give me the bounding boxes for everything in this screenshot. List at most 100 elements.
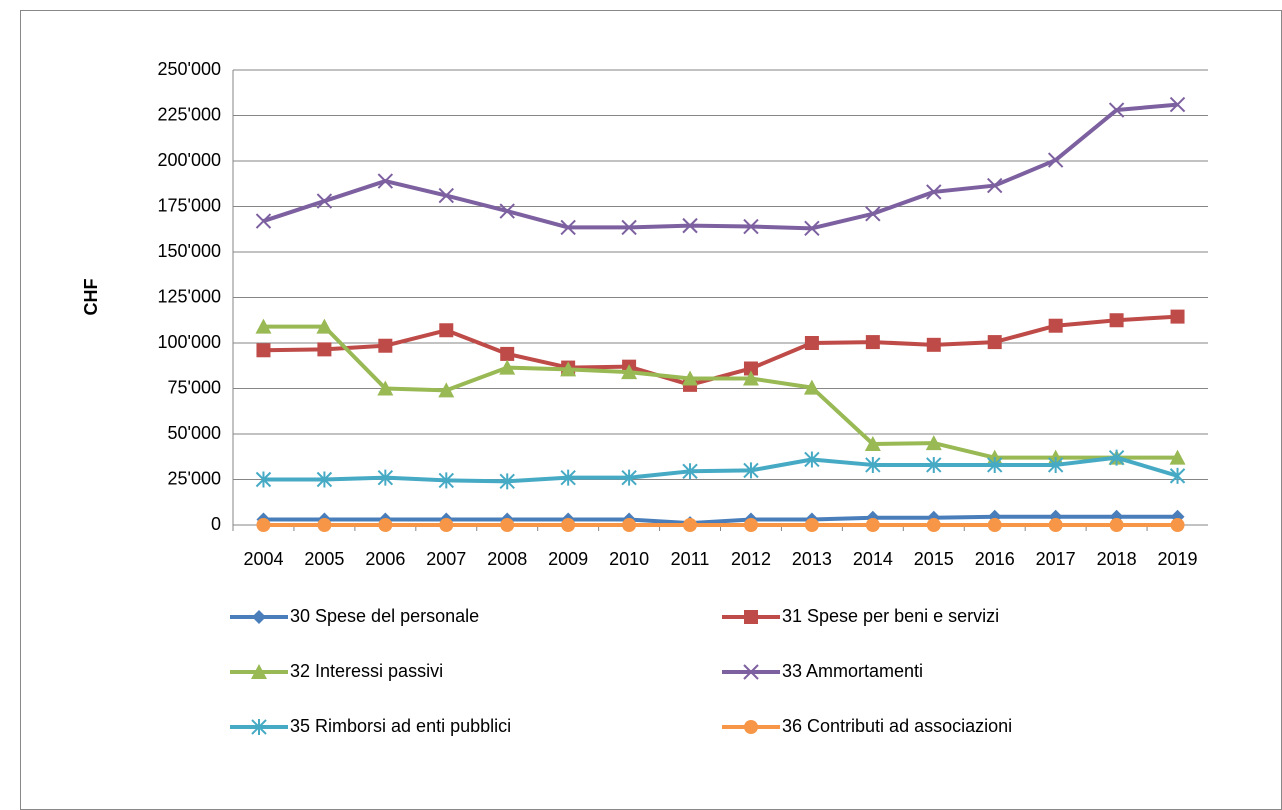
marker [864,436,881,452]
series-line [263,514,1178,526]
marker [1048,318,1063,333]
legend-label: 31 Spese per beni e servizi [782,606,999,626]
marker [317,518,332,532]
marker [1170,309,1185,324]
marker [560,219,576,236]
marker [865,206,881,222]
marker [377,469,394,486]
x-tick-label: 2015 [914,549,954,569]
marker [377,173,394,189]
marker [987,335,1002,350]
x-tick-label: 2014 [853,549,893,569]
chart-frame [20,10,1282,810]
marker [1047,456,1064,473]
x-tick-label: 2008 [487,549,527,569]
x-tick-label: 2005 [304,549,344,569]
marker [926,456,942,473]
legend-label: 36 Contributi ad associazioni [782,716,1012,736]
marker [378,518,393,532]
marker [378,338,393,353]
legend-marker [251,664,267,679]
marker [377,380,394,396]
x-tick-label: 2006 [365,549,405,569]
y-tick-label: 175'000 [157,195,221,215]
marker [499,203,515,219]
marker [804,336,819,350]
marker [500,518,515,532]
marker [865,335,880,350]
marker [1108,449,1125,466]
marker [743,518,758,532]
marker [560,361,577,377]
y-tick-label: 125'000 [157,286,221,306]
marker [1169,467,1186,484]
marker [438,382,455,398]
marker [743,462,759,479]
x-tick-label: 2007 [426,549,466,569]
marker [743,361,758,376]
marker [256,518,271,532]
legend-marker [744,720,758,734]
y-tick-label: 225'000 [157,104,221,124]
legend-marker [743,664,759,680]
marker [1170,518,1185,532]
marker [803,379,820,395]
legend-label: 35 Rimborsi ad enti pubblici [290,716,511,736]
y-tick-label: 25'000 [168,468,222,488]
legend-label: 30 Spese del personale [290,606,479,626]
legend-label: 33 Ammortamenti [782,661,923,681]
marker [743,218,759,235]
x-tick-label: 2016 [975,549,1015,569]
marker [926,184,942,200]
y-tick-label: 50'000 [168,423,222,443]
y-tick-label: 100'000 [157,332,221,352]
marker [865,518,880,532]
marker [317,342,332,357]
marker [925,435,942,451]
y-tick-label: 75'000 [168,377,222,397]
marker [683,518,698,532]
marker [316,318,333,334]
marker [621,364,638,380]
x-tick-label: 2018 [1097,549,1137,569]
marker [865,456,881,473]
series-line [263,455,1179,484]
y-axis-title: CHF [81,279,101,316]
x-tick-label: 2010 [609,549,649,569]
marker [1109,313,1124,328]
x-tick-label: 2009 [548,549,588,569]
x-tick-label: 2011 [671,549,710,569]
marker [560,469,576,486]
marker [1169,96,1186,113]
x-tick-label: 2013 [792,549,832,569]
marker [439,323,454,338]
marker [255,471,272,488]
marker [622,518,637,532]
marker [255,213,272,229]
marker [439,518,454,532]
x-tick-label: 2019 [1158,549,1198,569]
marker [316,193,333,209]
marker [1048,518,1063,532]
y-tick-label: 200'000 [157,150,221,170]
marker [682,463,698,480]
series-line [262,102,1178,231]
marker [316,471,333,488]
marker [499,473,515,490]
marker [987,456,1003,473]
marker [1109,518,1124,532]
marker [256,343,271,358]
legend-marker [252,610,266,624]
marker [621,469,637,486]
marker [926,337,941,352]
marker [561,518,576,532]
marker [682,217,698,234]
marker [621,219,637,236]
marker [1169,449,1186,465]
marker [499,359,516,375]
legend-label: 32 Interessi passivi [290,661,443,681]
marker [804,220,820,237]
y-tick-label: 150'000 [157,241,221,261]
marker [500,346,515,361]
